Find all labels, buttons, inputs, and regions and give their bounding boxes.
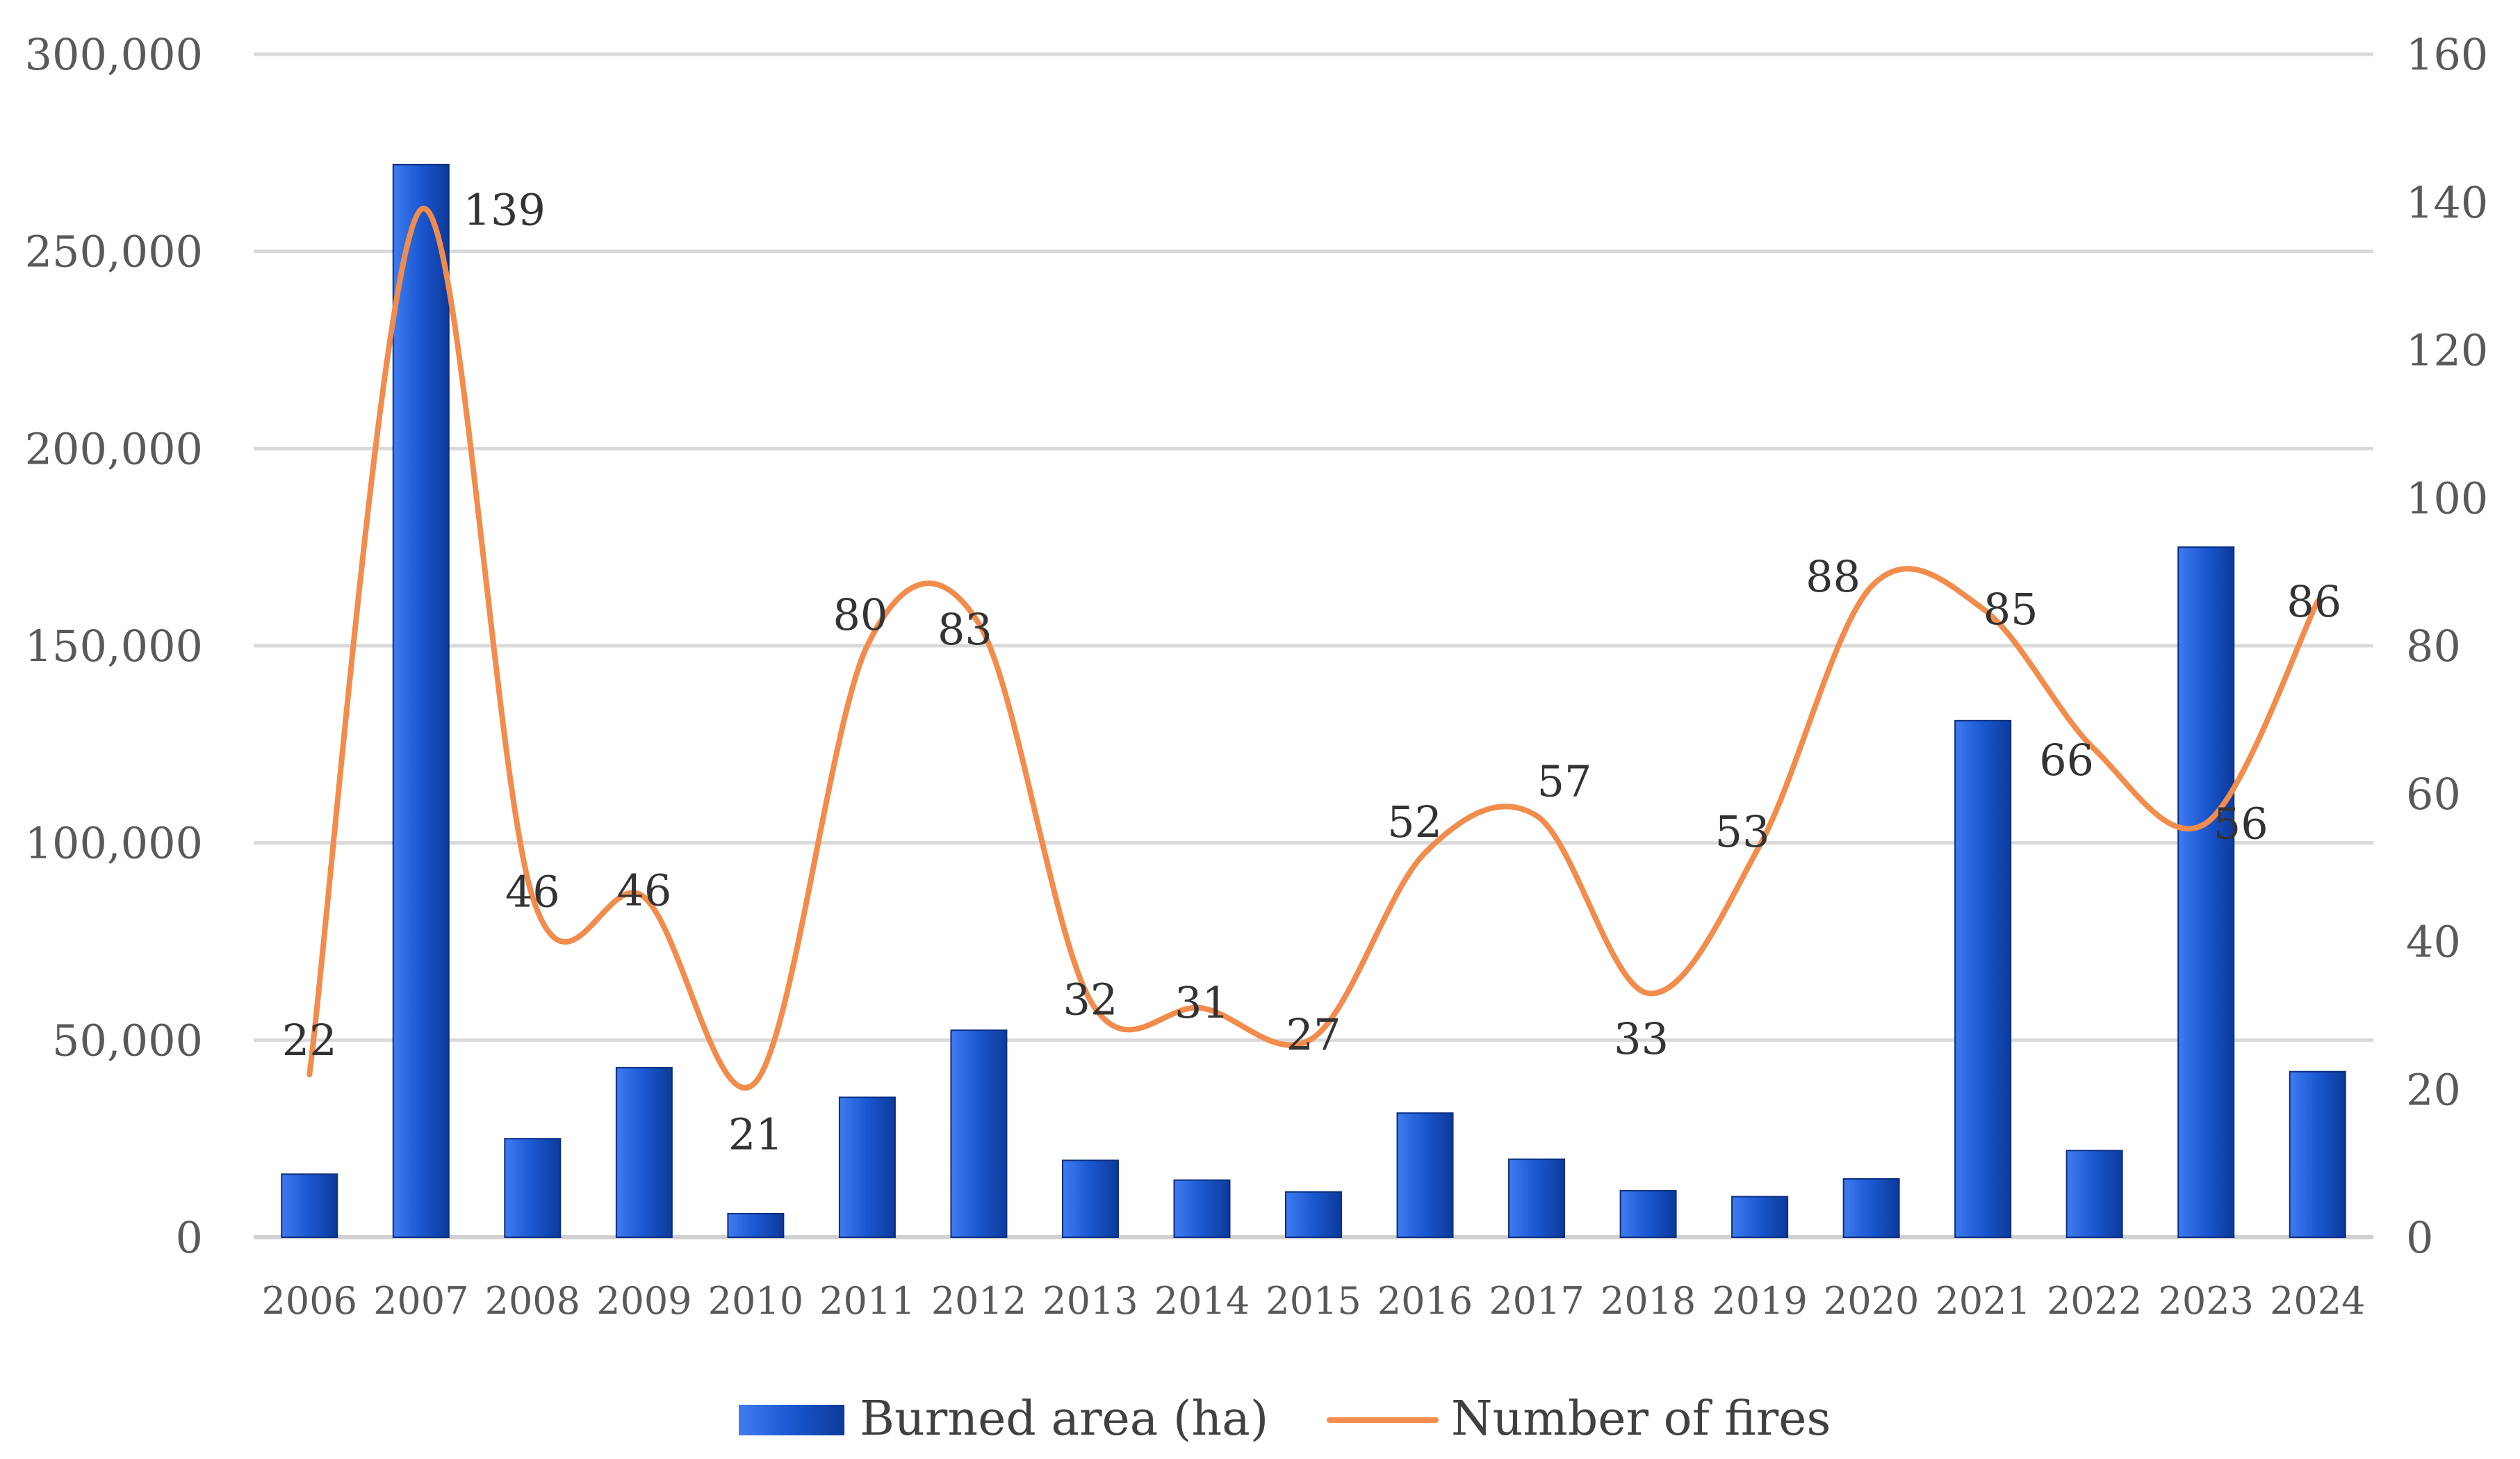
fires-line [306, 205, 2321, 1091]
left-tick-label: 100,000 [25, 818, 203, 869]
bar-2022 [2065, 1150, 2123, 1238]
x-tick-label: 2017 [1489, 1279, 1584, 1323]
right-tick-label: 0 [2406, 1212, 2433, 1263]
data-label-2012: 83 [938, 604, 992, 655]
bar-2014 [1173, 1179, 1231, 1239]
bar-2018 [1619, 1190, 1677, 1239]
x-tick-label: 2011 [819, 1279, 915, 1323]
bar-2023 [2177, 546, 2235, 1238]
bar-2015 [1285, 1191, 1342, 1239]
right-tick-label: 160 [2406, 29, 2488, 80]
left-tick-label: 250,000 [25, 227, 203, 277]
data-label-2015: 27 [1286, 1009, 1341, 1060]
legend: Burned area (ha) Number of fires [739, 1392, 1831, 1446]
data-label-2023: 56 [2214, 798, 2268, 849]
x-axis: 2006 2007 2008 2009 2010 2011 2012 2013 2014 2015… [262, 1279, 2366, 1323]
x-tick-label: 2019 [1712, 1279, 1807, 1323]
x-tick-label: 2013 [1042, 1279, 1138, 1323]
x-tick-label: 2015 [1266, 1279, 1361, 1323]
line-series-number-of-fires [306, 205, 2321, 1091]
data-label-2024: 86 [2286, 576, 2341, 627]
data-label-2014: 31 [1175, 977, 1229, 1028]
right-axis: 0 20 40 60 80 100 120 140 160 [2406, 29, 2488, 1263]
left-axis: 0 50,000 100,000 150,000 200,000 250,000 300,0… [25, 29, 203, 1263]
x-tick-label: 2018 [1601, 1279, 1696, 1323]
legend-label-burned-area: Burned area (ha) [860, 1392, 1268, 1446]
data-label-2013: 32 [1063, 975, 1118, 1025]
left-tick-label: 300,000 [25, 29, 203, 80]
left-tick-label: 50,000 [52, 1015, 203, 1066]
left-tick-label: 0 [176, 1212, 203, 1263]
bar-2008 [504, 1138, 562, 1238]
x-tick-label: 2010 [708, 1279, 803, 1323]
bar-series-burned-area [281, 163, 2346, 1239]
bar-2009 [615, 1067, 673, 1238]
right-tick-label: 80 [2406, 621, 2461, 671]
right-tick-label: 60 [2406, 769, 2461, 820]
legend-label-number-of-fires: Number of fires [1451, 1392, 1831, 1446]
x-tick-label: 2008 [485, 1279, 580, 1323]
left-tick-label: 200,000 [25, 423, 203, 474]
legend-swatch-burned-area [739, 1405, 844, 1435]
bar-2021 [1954, 719, 2012, 1238]
data-label-2007: 139 [464, 184, 546, 235]
x-tick-label: 2006 [262, 1279, 357, 1323]
x-tick-label: 2012 [931, 1279, 1026, 1323]
data-labels: 22 139 46 46 21 80 83 32 31 27 52 57 33 53 88 85 66 56 86 [282, 184, 2341, 1159]
x-tick-label: 2020 [1824, 1279, 1919, 1323]
bar-2011 [838, 1096, 896, 1239]
data-label-2008: 46 [505, 867, 560, 918]
data-label-2011: 80 [833, 589, 887, 640]
right-tick-label: 20 [2406, 1064, 2461, 1115]
data-label-2021: 85 [1983, 584, 2038, 635]
right-tick-label: 140 [2406, 177, 2488, 228]
data-label-2020: 88 [1806, 551, 1860, 602]
x-tick-label: 2022 [2047, 1279, 2142, 1323]
data-label-2019: 53 [1715, 806, 1770, 857]
x-tick-label: 2007 [373, 1279, 468, 1323]
data-label-2009: 46 [616, 865, 671, 916]
x-tick-label: 2016 [1377, 1279, 1473, 1323]
x-tick-label: 2021 [1935, 1279, 2030, 1323]
bar-2013 [1061, 1159, 1119, 1238]
right-tick-label: 40 [2406, 917, 2461, 968]
x-tick-label: 2009 [596, 1279, 692, 1323]
x-tick-label: 2023 [2158, 1279, 2253, 1323]
bar-2006 [281, 1173, 338, 1239]
bar-2020 [1842, 1178, 1900, 1238]
data-label-2010: 21 [728, 1109, 783, 1160]
bar-2019 [1731, 1196, 1789, 1239]
data-label-2017: 57 [1537, 756, 1592, 807]
x-tick-label: 2014 [1154, 1279, 1250, 1323]
data-label-2018: 33 [1614, 1013, 1669, 1064]
bar-2012 [950, 1029, 1008, 1239]
gridlines [254, 52, 2373, 1239]
x-tick-label: 2024 [2270, 1279, 2365, 1323]
bar-2024 [2289, 1070, 2346, 1238]
bar-2016 [1396, 1112, 1454, 1239]
left-tick-label: 150,000 [25, 621, 203, 671]
data-label-2016: 52 [1387, 797, 1442, 847]
right-tick-label: 100 [2406, 473, 2488, 523]
bar-2010 [727, 1212, 785, 1238]
right-tick-label: 120 [2406, 325, 2488, 376]
bar-2007 [392, 163, 450, 1238]
bar-2017 [1508, 1158, 1566, 1238]
data-label-2022: 66 [2039, 735, 2094, 785]
data-label-2006: 22 [282, 1015, 337, 1066]
